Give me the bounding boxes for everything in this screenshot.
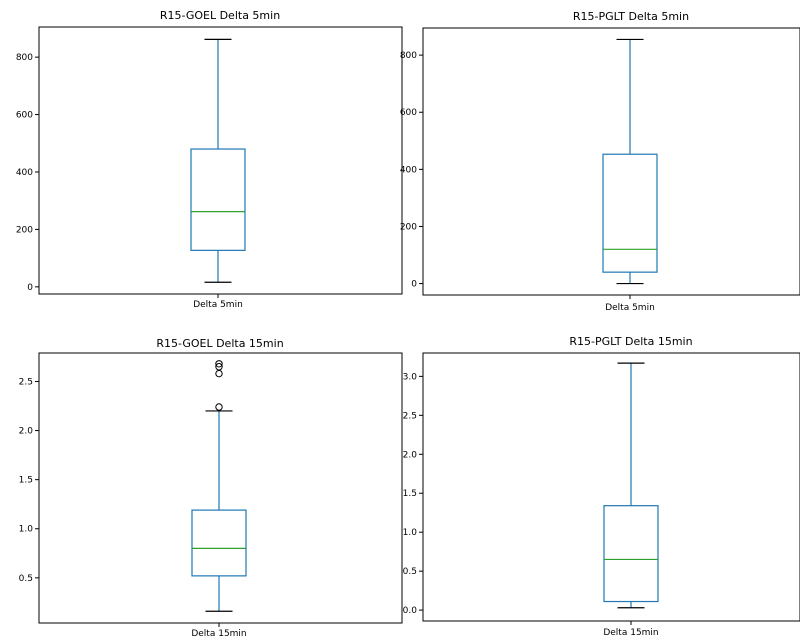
x-category-label: Delta 5min [193,300,243,310]
y-tick-label: 1.5 [403,489,417,499]
iqr-box [602,153,658,273]
box-marks [190,38,246,283]
box-plot-panel-goel-15min: R15-GOEL Delta 15min 0.5 1.0 1.5 2.0 2.5 Del… [19,337,403,639]
y-tick-label: 0.0 [403,606,418,616]
x-category-label: Delta 15min [191,629,246,639]
box-marks [603,362,659,609]
box-plot-panel-goel-5min: R15-GOEL Delta 5min 0 200 400 600 800 Delta … [16,9,403,310]
y-tick-label: 1.0 [403,528,418,538]
y-tick-label: 400 [16,168,33,178]
iqr-box [190,148,246,251]
outlier-point [215,369,223,378]
y-tick-label: 1.5 [19,476,33,486]
chart-title: R15-GOEL Delta 15min [156,337,283,350]
y-tick-label: 2.5 [403,411,417,421]
y-tick-label: 800 [16,53,33,63]
iqr-box [603,505,659,603]
x-category-label: Delta 15min [603,628,658,638]
y-tick-label: 600 [400,108,417,118]
box-marks [602,38,658,285]
plot-frame [422,27,800,296]
y-tick-label: 400 [400,165,417,175]
y-tick-label: 2.0 [403,450,418,460]
box-plot-panel-pglt-15min: R15-PGLT Delta 15min 0.0 0.5 1.0 1.5 2.0 2.5 3… [403,335,800,638]
plot-frame [422,352,800,622]
chart-title: R15-GOEL Delta 5min [160,9,280,22]
box-plot-panel-pglt-5min: R15-PGLT Delta 5min 0 200 400 600 800 Delta … [400,10,800,313]
y-tick-label: 0 [27,283,33,293]
y-axis: 0.5 1.0 1.5 2.0 2.5 [19,377,220,627]
box-marks [191,360,247,612]
y-axis: 0 200 400 600 800 [16,53,219,298]
y-axis: 0 200 400 600 800 [400,51,631,299]
outlier-point [215,363,223,371]
iqr-box [191,509,247,577]
plot-frame [38,26,403,295]
y-tick-label: 1.0 [19,525,34,535]
plot-frame [38,352,403,624]
y-tick-label: 600 [16,111,33,121]
chart-title: R15-PGLT Delta 15min [569,335,692,348]
y-axis: 0.0 0.5 1.0 1.5 2.0 2.5 3.0 [403,372,632,625]
y-tick-label: 200 [16,225,33,235]
y-tick-label: 800 [400,51,417,61]
y-tick-label: 2.5 [19,377,33,387]
chart-title: R15-PGLT Delta 5min [573,10,689,23]
y-tick-label: 0.5 [19,574,33,584]
y-tick-label: 200 [400,222,417,232]
y-tick-label: 2.0 [19,427,34,437]
y-tick-label: 3.0 [403,372,418,382]
outlier-point [215,403,223,411]
y-tick-label: 0 [411,280,417,290]
y-tick-label: 0.5 [403,567,417,577]
x-category-label: Delta 5min [605,303,655,313]
outlier-point [215,360,223,368]
